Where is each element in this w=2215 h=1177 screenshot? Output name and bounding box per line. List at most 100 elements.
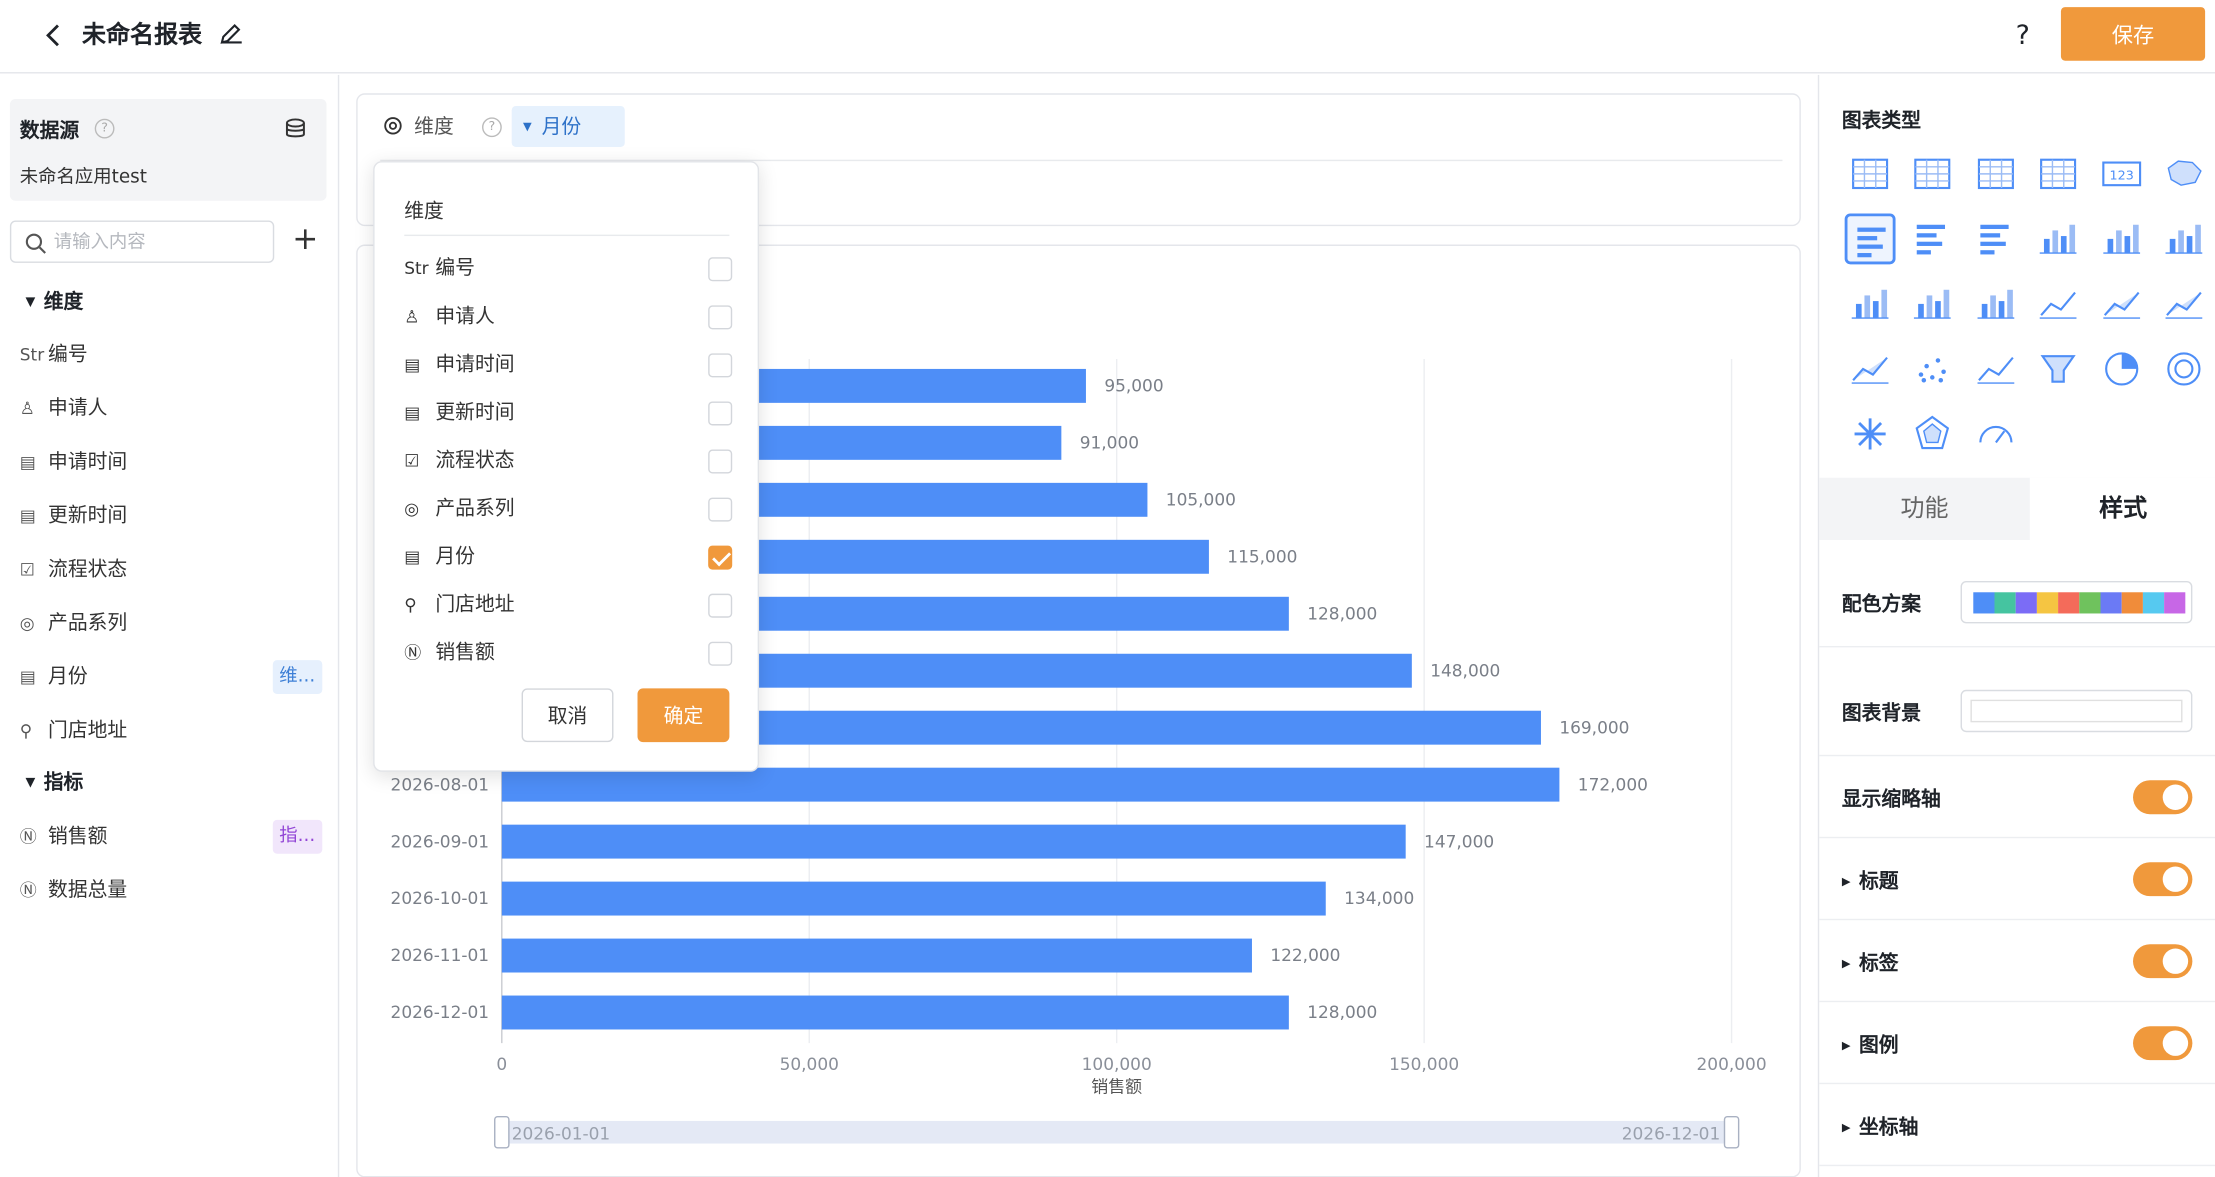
- waterfall-icon[interactable]: [1907, 278, 1958, 329]
- field-item[interactable]: ▤ 更新时间: [20, 496, 328, 536]
- field-item[interactable]: ◎ 产品系列: [20, 604, 328, 644]
- datasource-help-icon[interactable]: ?: [94, 118, 115, 139]
- dropdown-option[interactable]: ♙ 申请人: [404, 297, 733, 337]
- percent-area-icon-glyph: [1851, 356, 1889, 384]
- add-field-icon[interactable]: +: [292, 221, 319, 258]
- card-icon[interactable]: [2033, 148, 2084, 199]
- setting-row[interactable]: ▶ 标题: [1819, 838, 2215, 921]
- field-item[interactable]: Str 编号: [20, 335, 328, 375]
- radar-icon[interactable]: [1907, 409, 1958, 460]
- map-icon[interactable]: [2158, 148, 2209, 199]
- caret-down-icon: ▼: [523, 120, 532, 133]
- dimension-group-toggle[interactable]: ▼ 维度: [25, 287, 83, 315]
- dropdown-option[interactable]: ☑ 流程状态: [404, 441, 733, 481]
- checkbox[interactable]: [708, 353, 733, 378]
- setting-row[interactable]: ▶ 坐标轴: [1819, 1084, 2215, 1167]
- field-item[interactable]: ⚲ 门店地址: [20, 711, 328, 751]
- option-label: 月份: [435, 545, 475, 569]
- help-icon[interactable]: ?: [2015, 19, 2030, 51]
- horizontal-bar-icon[interactable]: [1844, 213, 1896, 265]
- checkbox[interactable]: [708, 257, 733, 282]
- combo-icon-glyph: [1977, 289, 2015, 319]
- setting-row[interactable]: ▶ 图例: [1819, 1002, 2215, 1085]
- column-icon[interactable]: [2033, 213, 2084, 264]
- confirm-button[interactable]: 确定: [637, 688, 730, 743]
- stacked-column-icon[interactable]: [2158, 213, 2209, 264]
- setting-row: 显示缩略轴: [1819, 756, 2215, 839]
- back-arrow-icon[interactable]: [40, 18, 68, 52]
- donut-icon[interactable]: [2158, 343, 2209, 394]
- toggle-switch[interactable]: [2133, 1026, 2193, 1061]
- field-item[interactable]: Ⓝ 销售额 指...: [20, 817, 328, 857]
- field-item[interactable]: ▤ 申请时间: [20, 442, 328, 482]
- save-button[interactable]: 保存: [2060, 7, 2206, 61]
- line-icon[interactable]: [2033, 278, 2084, 329]
- dropdown-option[interactable]: ▤ 更新时间: [404, 393, 733, 433]
- metric-group-toggle[interactable]: ▼ 指标: [25, 768, 83, 796]
- field-item[interactable]: ☑ 流程状态: [20, 550, 328, 590]
- percent-horizontal-bar-icon[interactable]: [1970, 213, 2021, 264]
- dimension-help-icon[interactable]: ?: [482, 117, 502, 138]
- number-card-icon[interactable]: 123: [2096, 148, 2147, 199]
- pivot-table-icon[interactable]: [1970, 148, 2021, 199]
- background-color-picker[interactable]: [1960, 689, 2193, 733]
- dimension-chip-label: 月份: [541, 115, 582, 139]
- stacked-area-icon-glyph: [2165, 291, 2203, 319]
- dropdown-option[interactable]: ⚲ 门店地址: [404, 585, 733, 625]
- bar[interactable]: [501, 881, 1326, 916]
- dropdown-option[interactable]: ▤ 月份: [404, 537, 733, 577]
- setting-row[interactable]: ▶ 标签: [1819, 920, 2215, 1003]
- dimension-chip-month[interactable]: ▼ 月份: [511, 106, 625, 148]
- datasource-switch-icon[interactable]: [283, 116, 308, 141]
- date-icon: ▤: [404, 547, 421, 567]
- tab-style[interactable]: 样式: [2029, 477, 2215, 540]
- dropdown-option[interactable]: ▤ 申请时间: [404, 345, 733, 385]
- setting-label-text: 显示缩略轴: [1841, 788, 1941, 812]
- checkbox[interactable]: [708, 593, 733, 618]
- bar[interactable]: [501, 824, 1406, 859]
- checkbox[interactable]: [708, 497, 733, 522]
- stacked-horizontal-bar-icon[interactable]: [1907, 213, 1958, 264]
- bar[interactable]: [501, 995, 1289, 1030]
- dropdown-option[interactable]: Str 编号: [404, 249, 733, 289]
- toggle-switch[interactable]: [2133, 780, 2193, 815]
- color-palette-picker[interactable]: [1960, 580, 2193, 624]
- edit-pencil-icon[interactable]: [218, 21, 243, 46]
- percent-area-icon[interactable]: [1845, 343, 1896, 394]
- field-item[interactable]: ♙ 申请人: [20, 389, 328, 429]
- toggle-switch[interactable]: [2133, 944, 2193, 979]
- checkbox[interactable]: [708, 401, 733, 426]
- table-icon[interactable]: [1845, 148, 1896, 199]
- dropdown-option[interactable]: ◎ 产品系列: [404, 489, 733, 529]
- bar[interactable]: [501, 938, 1252, 973]
- metric-used-tag: 指...: [272, 819, 323, 854]
- rose-icon[interactable]: [1845, 409, 1896, 460]
- background-label: 图表背景: [1841, 702, 1921, 726]
- funnel-icon[interactable]: [2033, 343, 2084, 394]
- tab-function[interactable]: 功能: [1900, 494, 1949, 524]
- bar[interactable]: [501, 767, 1560, 802]
- stacked-area-icon[interactable]: [2158, 278, 2209, 329]
- palette-swatch: [2142, 592, 2165, 614]
- list-table-icon[interactable]: [1907, 148, 1958, 199]
- gauge-icon[interactable]: [1970, 409, 2021, 460]
- dropdown-option[interactable]: Ⓝ 销售额: [404, 633, 733, 673]
- stacked-column-icon-glyph: [2165, 224, 2203, 254]
- field-item[interactable]: Ⓝ 数据总量: [20, 871, 328, 911]
- checkbox[interactable]: [708, 305, 733, 330]
- grouped-column-icon[interactable]: [2096, 213, 2147, 264]
- percent-column-icon[interactable]: [1845, 278, 1896, 329]
- checkbox[interactable]: [708, 641, 733, 666]
- cancel-button[interactable]: 取消: [521, 688, 614, 743]
- toggle-switch[interactable]: [2133, 862, 2193, 897]
- combo-icon[interactable]: [1970, 278, 2021, 329]
- field-search-input[interactable]: [53, 227, 266, 256]
- dot-line-icon[interactable]: [1970, 343, 2021, 394]
- pie-icon[interactable]: [2096, 343, 2147, 394]
- checkbox-checked[interactable]: [708, 545, 733, 570]
- field-item[interactable]: ▤ 月份 维...: [20, 657, 328, 697]
- area-icon[interactable]: [2096, 278, 2147, 329]
- checkbox[interactable]: [708, 449, 733, 474]
- settings-tabs: 功能 样式: [1819, 477, 2215, 540]
- scatter-icon[interactable]: [1907, 343, 1958, 394]
